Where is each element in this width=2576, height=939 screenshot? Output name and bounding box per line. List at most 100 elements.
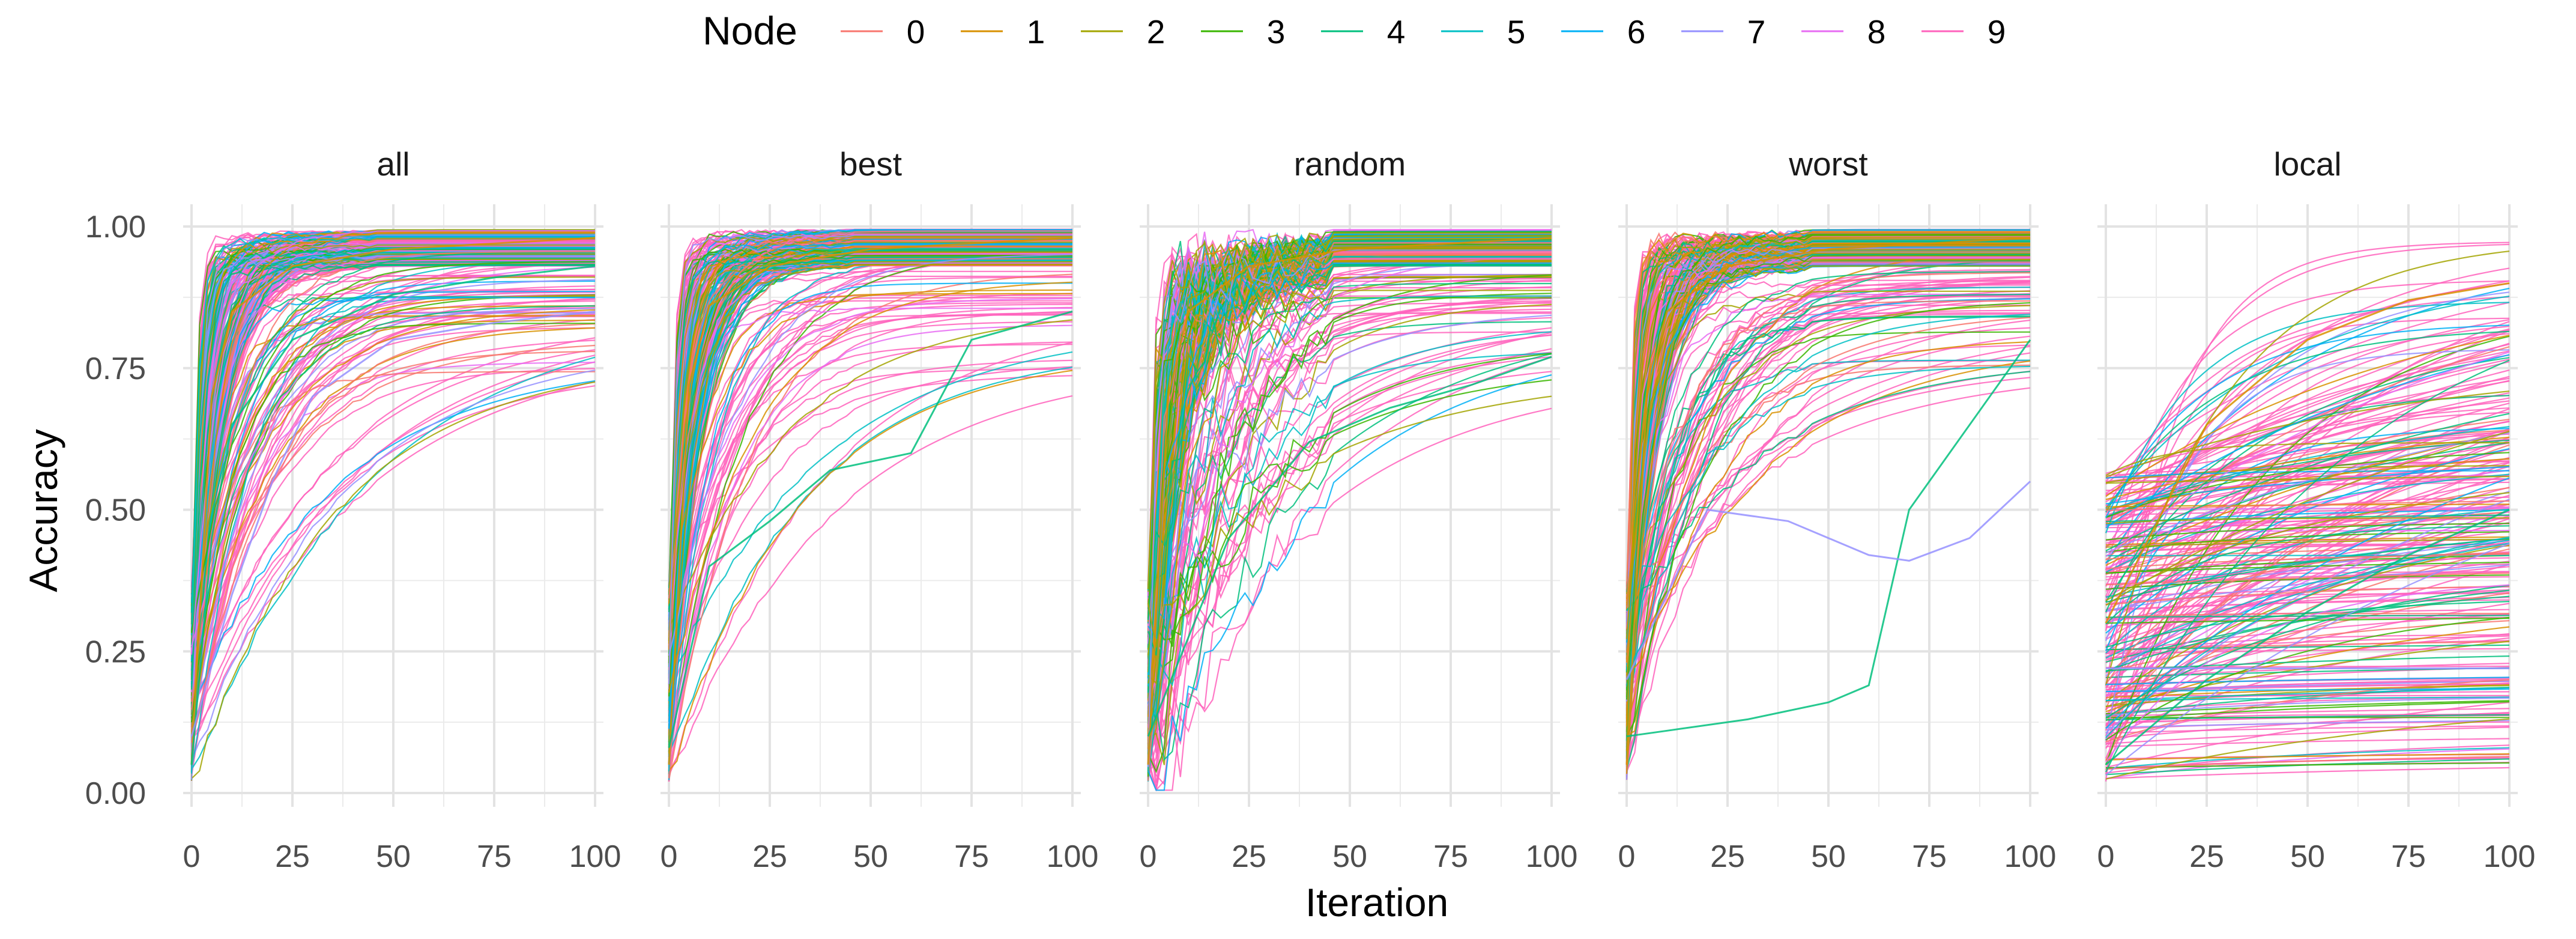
series-line [2105, 407, 2510, 574]
series-line [190, 245, 595, 693]
series-line [190, 327, 596, 767]
x-axis-title: Iteration [1305, 880, 1448, 925]
series-line [2105, 767, 2510, 779]
legend-label-node-5: 5 [1507, 13, 1526, 50]
x-tick-label: 50 [376, 839, 411, 874]
series-line [668, 314, 1073, 749]
x-tick-label: 0 [1140, 839, 1157, 874]
series-line [190, 344, 596, 641]
series-line [190, 254, 595, 715]
series-line [1625, 314, 2031, 686]
series-line [1625, 331, 2030, 756]
series-line [668, 366, 1073, 698]
series-line-representative [190, 265, 596, 765]
series-line [190, 229, 595, 703]
series-line [1147, 231, 1552, 619]
series-line [2105, 573, 2510, 586]
legend-label-node-0: 0 [907, 13, 925, 50]
series-line-representative [1626, 339, 2031, 738]
series-line [1626, 371, 2031, 611]
series-line [2105, 574, 2510, 590]
series-line [2105, 616, 2510, 741]
series-line [668, 264, 1072, 650]
series-line [668, 234, 1072, 684]
series-line [1625, 246, 2030, 643]
series-line [2105, 753, 2510, 761]
series-line [668, 302, 1072, 658]
series-line [190, 236, 595, 636]
x-tick-label: 75 [477, 839, 512, 874]
series-line [2105, 585, 2510, 719]
series-line [1147, 308, 1552, 640]
series-line [2105, 539, 2510, 659]
series-line [2105, 725, 2510, 734]
series-line [1625, 234, 2030, 700]
series-line [2105, 487, 2510, 761]
series-line [2105, 562, 2510, 574]
series-line [1626, 360, 2031, 669]
series-line [668, 368, 1073, 773]
series-line [1147, 302, 1552, 694]
series-line [1625, 255, 2030, 691]
x-tick-label: 100 [1526, 839, 1578, 874]
legend-items: 0 1 2 3 4 5 6 7 8 9 [841, 13, 2006, 50]
series-line [1625, 252, 2030, 663]
series-bundle-all [190, 229, 596, 781]
series-line [1625, 235, 2030, 777]
series-line [190, 315, 595, 700]
series-line [1147, 353, 1552, 761]
series-line [1626, 387, 2031, 615]
x-tick-label: 100 [1047, 839, 1099, 874]
series-line [2105, 720, 2510, 729]
series-line [1147, 259, 1552, 733]
series-line [190, 339, 596, 683]
series-line [1147, 239, 1552, 621]
series-line [2105, 641, 2510, 651]
series-line [190, 236, 595, 645]
series-line [2105, 738, 2510, 747]
series-line [2105, 432, 2510, 554]
series-line [1625, 265, 2030, 639]
series-line-representative [1147, 237, 1552, 765]
series-line [190, 350, 596, 743]
series-line [2105, 296, 2510, 509]
series-line [190, 323, 596, 741]
series-line [2105, 601, 2510, 648]
series-bundle-local [2105, 242, 2510, 782]
series-line [2105, 476, 2510, 484]
series-line [668, 230, 1072, 599]
series-line [668, 244, 1072, 631]
series-line [190, 297, 595, 687]
series-line [668, 262, 1072, 623]
series-line [1147, 243, 1552, 759]
series-line [2105, 317, 2510, 686]
series-line [190, 243, 595, 674]
series-line [1147, 296, 1552, 734]
series-line [668, 254, 1073, 656]
series-line [191, 381, 596, 779]
series-line [190, 266, 596, 647]
x-tick-label: 25 [275, 839, 310, 874]
series-line [1625, 271, 2031, 655]
series-line [668, 293, 1072, 669]
series-line [190, 251, 595, 710]
series-line [2105, 242, 2510, 782]
series-line [668, 246, 1072, 607]
x-tick-label: 50 [1332, 839, 1367, 874]
series-line [1626, 293, 2031, 657]
series-line [2105, 517, 2509, 524]
series-line [2105, 538, 2510, 603]
series-line [668, 252, 1072, 690]
facet-panels: all 0 25 50 75 100 0.00 0.25 0.50 0.75 1.00 best 0 25… [85, 145, 2536, 874]
series-line [2105, 296, 2510, 511]
series-line [2105, 655, 2510, 672]
panel-local: local 0 25 50 75 100 [2097, 145, 2536, 874]
series-line [668, 351, 1073, 672]
series-line [668, 251, 1072, 604]
series-line [2105, 351, 2510, 558]
facet-label-all: all [376, 145, 410, 183]
series-line [668, 324, 1073, 750]
series-line [1147, 303, 1552, 765]
series-line [1626, 302, 2031, 737]
series-line [668, 369, 1073, 771]
